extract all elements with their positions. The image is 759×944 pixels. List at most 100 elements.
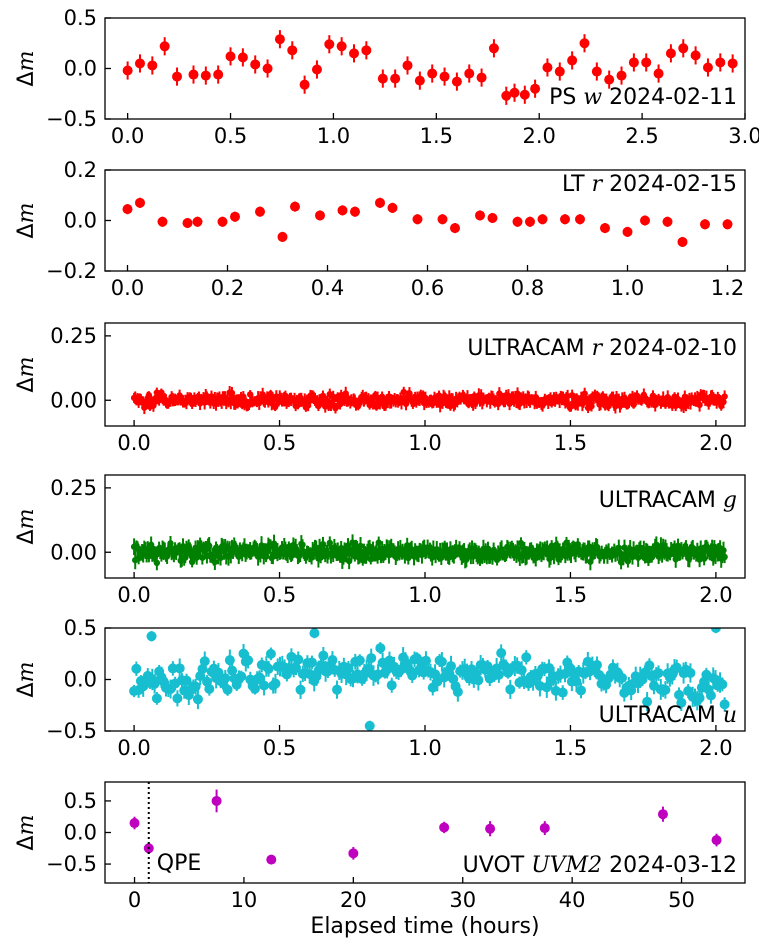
data-point xyxy=(700,555,708,562)
panel-5: 0.0 0.5 1.0 1.5 2.0 −0.5 0.0 0.5 Δm ULTRACAM u xyxy=(14,616,746,760)
data-point xyxy=(319,540,327,548)
plot-area xyxy=(130,534,728,571)
data-point xyxy=(290,201,300,212)
plot-area xyxy=(122,30,738,105)
data-point xyxy=(243,655,254,666)
y-tick-label: 0.00 xyxy=(50,388,97,412)
data-point xyxy=(236,671,247,682)
data-point xyxy=(375,539,382,546)
y-tick-label: −0.5 xyxy=(46,852,97,876)
x-tick-label: 0 xyxy=(128,888,141,912)
data-point xyxy=(464,68,475,79)
data-point xyxy=(487,212,498,223)
data-point xyxy=(530,83,541,94)
data-point xyxy=(263,663,274,674)
x-tick-label: 0.2 xyxy=(211,276,244,300)
data-point xyxy=(354,655,365,666)
data-point xyxy=(439,71,450,82)
x-axis-label: Elapsed time (hours) xyxy=(310,914,539,939)
data-point xyxy=(211,795,222,806)
data-point xyxy=(642,696,653,707)
data-point xyxy=(617,672,628,683)
data-point xyxy=(270,678,281,689)
data-point xyxy=(157,216,168,227)
data-point xyxy=(299,541,306,548)
panel-title: PS w 2024-02-11 xyxy=(549,85,737,110)
data-point xyxy=(521,652,532,663)
data-point xyxy=(544,662,555,673)
x-tick-label: 0.5 xyxy=(263,431,296,455)
data-point xyxy=(158,389,165,396)
data-point xyxy=(277,231,288,242)
data-point xyxy=(475,210,485,221)
data-point xyxy=(172,71,183,82)
data-point xyxy=(271,403,279,411)
data-point xyxy=(182,218,193,229)
x-tick-label: 1.0 xyxy=(408,583,441,607)
y-tick-label: 0.0 xyxy=(64,821,97,845)
y-tick-label: 0.5 xyxy=(64,6,97,30)
data-point xyxy=(588,403,595,410)
x-tick-label: 3.0 xyxy=(728,124,759,148)
x-tick-label: 20 xyxy=(340,888,367,912)
data-point xyxy=(159,41,170,52)
data-point xyxy=(539,823,550,834)
data-point xyxy=(721,553,728,561)
x-tick-label: 0.0 xyxy=(111,124,144,148)
data-point xyxy=(295,684,306,695)
data-point xyxy=(488,43,499,54)
data-point xyxy=(337,205,348,216)
data-point xyxy=(711,835,722,846)
data-point xyxy=(387,202,398,213)
data-point xyxy=(147,60,158,71)
data-point xyxy=(375,197,385,208)
data-point xyxy=(482,661,493,672)
data-point xyxy=(315,210,325,221)
data-point xyxy=(200,70,211,81)
x-tick-label: 40 xyxy=(559,888,586,912)
panel-title: ULTRACAM g xyxy=(599,488,737,513)
y-tick-label: 0.5 xyxy=(64,616,97,640)
data-point xyxy=(640,215,650,226)
data-point xyxy=(213,69,224,80)
data-point xyxy=(199,656,210,667)
data-point xyxy=(249,683,260,694)
x-tick-label: 0.5 xyxy=(214,124,247,148)
data-point xyxy=(705,690,716,701)
y-axis-label: Δm xyxy=(14,203,39,239)
x-tick-label: 1.5 xyxy=(420,124,453,148)
data-point xyxy=(146,631,157,642)
y-tick-label: 0.25 xyxy=(50,324,97,348)
data-point xyxy=(676,697,687,708)
data-point xyxy=(505,684,516,695)
data-point xyxy=(509,87,520,98)
data-point xyxy=(671,662,682,673)
data-point xyxy=(135,197,145,208)
data-point xyxy=(571,676,582,687)
x-tick-label: 0.5 xyxy=(263,583,296,607)
panel-3: 0.0 0.5 1.0 1.5 2.0 0.00 0.25 Δm ULTRACAM r 2024… xyxy=(14,322,746,455)
data-point xyxy=(250,59,261,70)
panel-title: UVOT UVM2 2024-03-12 xyxy=(463,853,737,878)
data-point xyxy=(560,214,570,225)
data-point xyxy=(414,75,425,86)
data-point xyxy=(702,62,713,73)
data-point xyxy=(204,683,215,694)
data-point xyxy=(501,90,512,101)
x-tick-label: 10 xyxy=(231,888,258,912)
data-point xyxy=(375,643,386,654)
data-point xyxy=(496,647,507,658)
data-point xyxy=(211,558,219,566)
y-tick-label: 0.00 xyxy=(50,540,97,564)
panel-6: QPE 0 10 20 30 40 50 −0.5 0.0 0.5 Δm UVOT UVM2 2024… xyxy=(14,781,746,912)
data-point xyxy=(690,50,701,61)
panel-title: ULTRACAM u xyxy=(599,703,737,728)
x-tick-label: 1.0 xyxy=(408,431,441,455)
data-point xyxy=(437,214,448,225)
data-point xyxy=(311,64,322,75)
data-point xyxy=(439,822,450,833)
qpe-label: QPE xyxy=(157,851,201,876)
data-point xyxy=(653,68,664,79)
y-tick-label: 0.0 xyxy=(64,668,97,692)
data-point xyxy=(364,720,375,731)
